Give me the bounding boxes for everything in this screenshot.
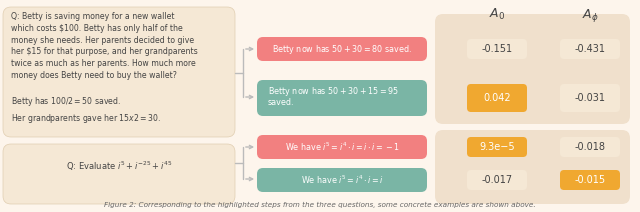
Text: -0.431: -0.431 — [575, 44, 605, 54]
FancyBboxPatch shape — [3, 144, 235, 204]
Text: saved.: saved. — [268, 98, 294, 107]
Text: -0.017: -0.017 — [481, 175, 513, 185]
FancyBboxPatch shape — [560, 137, 620, 157]
Text: $A_\phi$: $A_\phi$ — [582, 7, 598, 24]
Text: Q: Betty is saving money for a new wallet
which costs $100. Betty has only half : Q: Betty is saving money for a new walle… — [11, 12, 198, 125]
FancyBboxPatch shape — [257, 168, 427, 192]
FancyBboxPatch shape — [257, 37, 427, 61]
Text: -0.151: -0.151 — [481, 44, 513, 54]
FancyBboxPatch shape — [560, 84, 620, 112]
FancyBboxPatch shape — [467, 137, 527, 157]
Text: 0.042: 0.042 — [483, 93, 511, 103]
FancyBboxPatch shape — [467, 39, 527, 59]
Text: -0.031: -0.031 — [575, 93, 605, 103]
FancyBboxPatch shape — [560, 39, 620, 59]
FancyBboxPatch shape — [560, 170, 620, 190]
Text: -0.018: -0.018 — [575, 142, 605, 152]
Text: $A_0$: $A_0$ — [489, 7, 505, 22]
Text: Q: Evaluate $i^5 + i^{-25} + i^{45}$: Q: Evaluate $i^5 + i^{-25} + i^{45}$ — [66, 159, 172, 173]
Text: Betty now has $50 + 30 + 15 = $95: Betty now has $50 + 30 + 15 = $95 — [268, 85, 399, 98]
Text: Figure 2: Corresponding to the highlighted steps from the three questions, some : Figure 2: Corresponding to the highlight… — [104, 202, 536, 208]
FancyBboxPatch shape — [467, 84, 527, 112]
Text: -0.015: -0.015 — [575, 175, 605, 185]
FancyBboxPatch shape — [257, 80, 427, 116]
Text: 9.3e−5: 9.3e−5 — [479, 142, 515, 152]
FancyBboxPatch shape — [435, 130, 630, 204]
Text: We have $i^5 = i^4 \cdot i = i \cdot i = -1$: We have $i^5 = i^4 \cdot i = i \cdot i =… — [285, 141, 399, 153]
FancyBboxPatch shape — [3, 7, 235, 137]
FancyBboxPatch shape — [257, 135, 427, 159]
FancyBboxPatch shape — [467, 170, 527, 190]
Text: We have $i^5 = i^4 \cdot i = i$: We have $i^5 = i^4 \cdot i = i$ — [301, 174, 383, 186]
Text: Betty now has $50 + 30 = $80 saved.: Betty now has $50 + 30 = $80 saved. — [272, 42, 412, 56]
FancyBboxPatch shape — [435, 14, 630, 124]
